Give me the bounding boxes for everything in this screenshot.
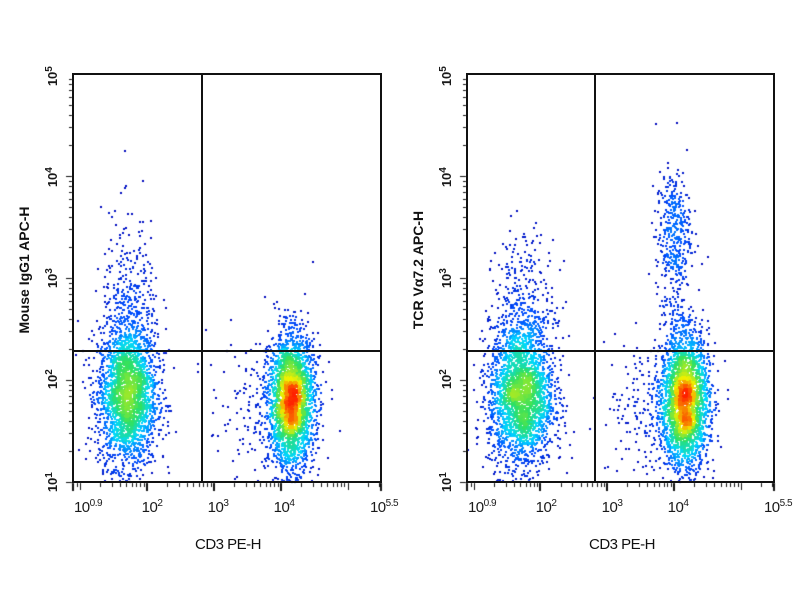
y-tick-label: 103 [43, 268, 61, 289]
y-axis-label: TCR Vα7.2 APC-H [410, 210, 426, 330]
x-tick-label: 102 [535, 498, 557, 516]
y-tick-label: 105 [43, 66, 61, 87]
y-tick-label: 101 [437, 472, 455, 493]
plot-panel-tcr-va72: TCR Vα7.2 APC-H 101 102 103 104 105 100.… [394, 0, 796, 600]
y-tick-label: 103 [437, 268, 455, 289]
x-tick-label: 103 [207, 498, 229, 516]
quadrant-gate-horizontal[interactable] [72, 350, 382, 352]
x-axis-label: CD3 PE-H [588, 536, 656, 553]
x-tick-label: 102 [141, 498, 163, 516]
y-tick-label: 102 [437, 369, 455, 390]
x-tick-label: 105.5 [369, 498, 399, 516]
x-tick-label: 100.9 [73, 498, 103, 516]
x-tick-label: 105.5 [763, 498, 793, 516]
x-tick-label: 100.9 [467, 498, 497, 516]
quadrant-gate-horizontal[interactable] [466, 350, 775, 352]
y-axis-label: Mouse IgG1 APC-H [16, 206, 32, 334]
x-tick-label: 103 [601, 498, 623, 516]
y-tick-label: 102 [43, 369, 61, 390]
y-tick-label: 101 [43, 472, 61, 493]
plot-panel-isotype: Mouse IgG1 APC-H 101 102 103 104 105 100… [0, 0, 402, 600]
x-tick-label: 104 [273, 498, 295, 516]
y-tick-label: 104 [437, 167, 455, 188]
y-tick-label: 105 [437, 66, 455, 87]
quadrant-gate-vertical[interactable] [594, 73, 596, 483]
x-tick-label: 104 [667, 498, 689, 516]
y-tick-label: 104 [43, 167, 61, 188]
x-axis-label: CD3 PE-H [194, 536, 262, 553]
quadrant-gate-vertical[interactable] [201, 73, 203, 483]
